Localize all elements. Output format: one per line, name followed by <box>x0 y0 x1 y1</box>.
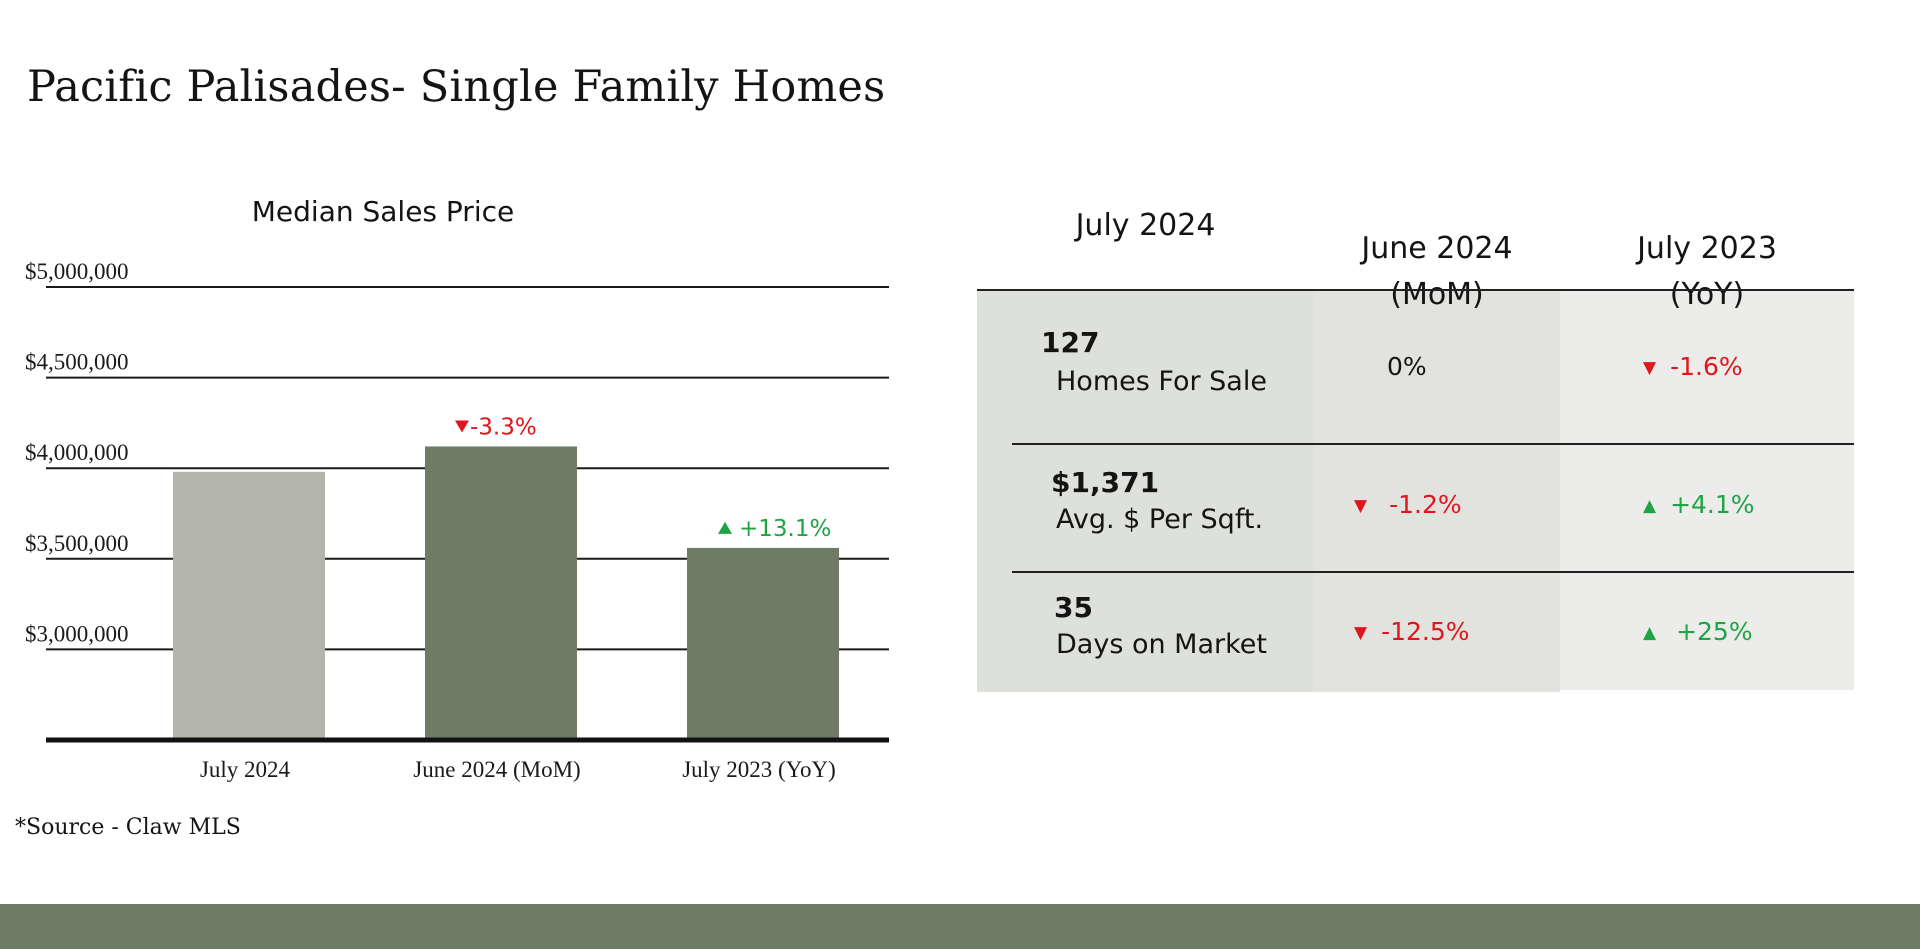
header-current: July 2024 <box>977 203 1314 249</box>
chart-title: Median Sales Price <box>252 195 514 228</box>
avg-per-sqft-yoy: ▲ +4.1% <box>1643 490 1755 519</box>
header-divider <box>977 289 1854 291</box>
y-tick-label: $4,500,000 <box>25 350 129 375</box>
header-mom: June 2024 (MoM) <box>1314 180 1560 318</box>
col-bg-current <box>977 290 1314 692</box>
header-yoy: July 2023 (YoY) <box>1560 180 1854 318</box>
median-sales-price-chart: Median Sales Price $3,000,000 $3,500,000 $4… <box>25 195 889 782</box>
row-divider-1 <box>1012 443 1854 445</box>
x-tick-label: June 2024 (MoM) <box>413 757 580 782</box>
down-arrow-icon: ▼ <box>1354 623 1368 643</box>
bar-change-label: +13.1% <box>739 516 831 542</box>
avg-per-sqft-mom-text: -1.2% <box>1389 490 1462 519</box>
up-arrow-icon: ▲ <box>1643 623 1657 643</box>
bar <box>425 446 577 740</box>
x-tick-label: July 2023 (YoY) <box>682 757 836 782</box>
x-tick-label: July 2024 <box>200 757 291 782</box>
homes-for-sale-yoy: ▼ -1.6% <box>1643 352 1743 381</box>
col-bg-mom <box>1314 290 1560 692</box>
header-current-text: July 2024 <box>1075 208 1216 243</box>
y-tick-label: $3,000,000 <box>25 621 129 646</box>
page-title: Pacific Palisades- Single Family Homes <box>27 62 886 112</box>
down-arrow-icon <box>455 420 469 433</box>
down-arrow-icon: ▼ <box>1643 358 1657 378</box>
y-tick-label: $5,000,000 <box>25 259 129 284</box>
days-on-market-label: Days on Market <box>1056 629 1267 660</box>
days-on-market-mom: ▼ -12.5% <box>1354 617 1470 646</box>
days-on-market-yoy-text: +25% <box>1676 617 1753 646</box>
homes-for-sale-yoy-text: -1.6% <box>1670 352 1743 381</box>
days-on-market-value: 35 <box>1054 591 1093 624</box>
stats-table: July 2024 June 2024 (MoM) July 2023 (YoY… <box>977 180 1854 692</box>
bar <box>687 547 839 740</box>
header-mom-text: June 2024 (MoM) <box>1361 231 1513 312</box>
y-tick-label: $3,500,000 <box>25 531 129 556</box>
source-note: *Source - Claw MLS <box>15 815 241 840</box>
avg-per-sqft-yoy-text: +4.1% <box>1670 490 1755 519</box>
homes-for-sale-mom: 0% <box>1387 352 1427 381</box>
up-arrow-icon: ▲ <box>1643 496 1657 516</box>
header-yoy-text: July 2023 (YoY) <box>1637 231 1777 312</box>
col-bg-yoy <box>1560 290 1854 690</box>
row-divider-2 <box>1012 571 1854 573</box>
avg-per-sqft-value: $1,371 <box>1051 466 1160 499</box>
footer-bar <box>0 904 1920 949</box>
homes-for-sale-label: Homes For Sale <box>1056 366 1267 397</box>
y-tick-label: $4,000,000 <box>25 440 129 465</box>
avg-per-sqft-label: Avg. $ Per Sqft. <box>1056 504 1264 535</box>
days-on-market-yoy: ▲ +25% <box>1643 617 1753 646</box>
bar-change-label: -3.3% <box>470 414 537 440</box>
homes-for-sale-value: 127 <box>1041 326 1100 359</box>
down-arrow-icon: ▼ <box>1354 496 1368 516</box>
up-arrow-icon <box>718 521 732 534</box>
days-on-market-mom-text: -12.5% <box>1381 617 1470 646</box>
avg-per-sqft-mom: ▼ -1.2% <box>1354 490 1462 519</box>
bar <box>173 471 325 740</box>
homes-for-sale-mom-text: 0% <box>1387 352 1427 381</box>
